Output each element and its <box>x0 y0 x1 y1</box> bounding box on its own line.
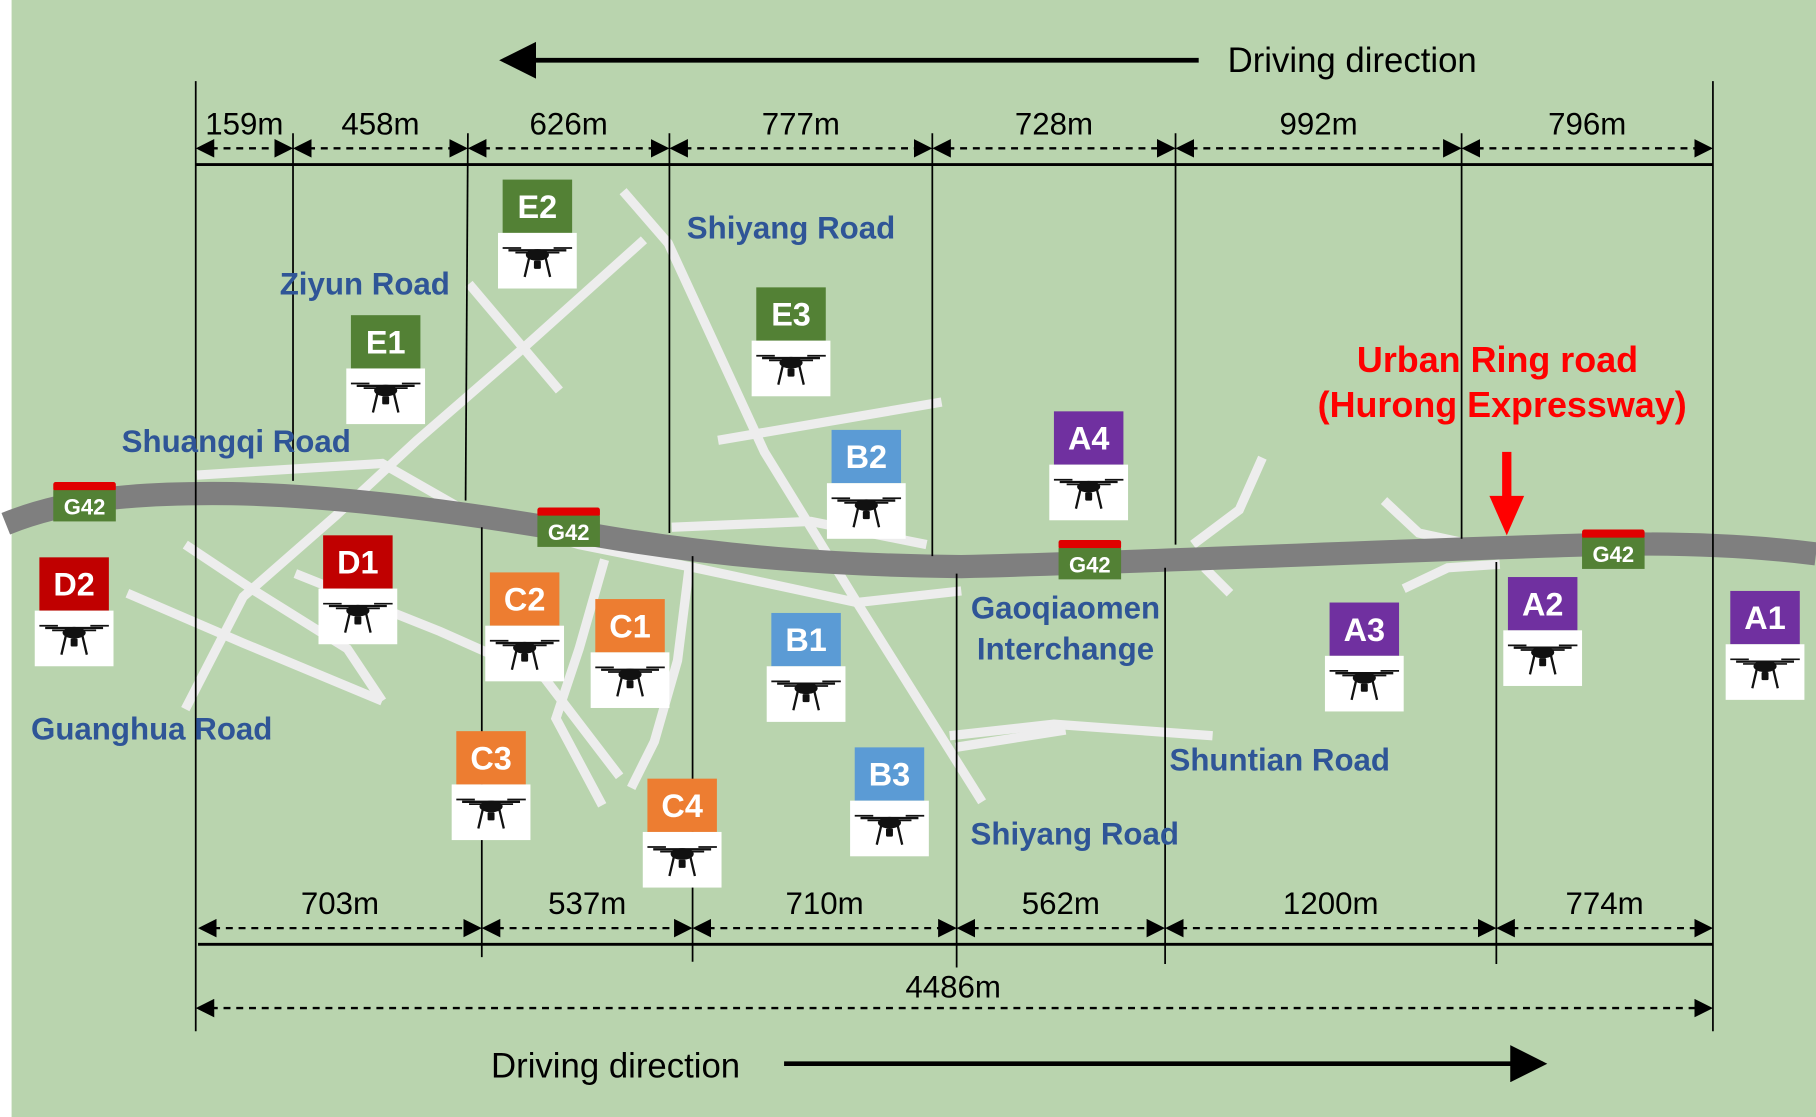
marker-label-box <box>647 778 717 832</box>
g42-sign: G42 <box>1058 539 1122 580</box>
marker-label: B3 <box>869 757 910 793</box>
marker-label: C4 <box>661 788 702 824</box>
red-down-arrow-icon <box>1489 451 1525 536</box>
marker-label-box <box>831 429 902 484</box>
drone-marker-c4: C4 <box>642 778 722 888</box>
drone-markers: E2 E1 E3 B2 A4 D1 D2 C2 C1 B1 C3 C4 B3 A3 A2 A1 <box>34 179 1805 888</box>
road-label-shuangqi: Shuangqi Road <box>122 424 351 459</box>
g42-signs: G42 G42 G42 G42 <box>53 482 1645 580</box>
marker-label: B1 <box>785 622 826 658</box>
marker-label: C1 <box>609 608 650 644</box>
marker-label: E1 <box>366 324 406 360</box>
drone-marker-b2: B2 <box>826 429 906 539</box>
road-label-shiyang-bottom: Shiyang Road <box>971 817 1179 852</box>
drone-marker-b3: B3 <box>850 747 929 857</box>
road-label-interchange: Interchange <box>977 631 1154 666</box>
marker-label-box <box>1507 577 1578 631</box>
segment-length: 458m <box>341 106 419 141</box>
top-direction-label: Driving direction <box>1228 42 1477 80</box>
drone-marker-a1: A1 <box>1725 590 1805 700</box>
marker-label: D1 <box>337 545 378 581</box>
g42-sign: G42 <box>1582 529 1645 569</box>
drone-marker-a2: A2 <box>1503 577 1583 686</box>
segment-length: 626m <box>530 106 608 141</box>
drone-marker-e1: E1 <box>346 315 426 425</box>
drone-marker-a3: A3 <box>1324 602 1404 712</box>
total-length: 4486m <box>905 970 1001 1005</box>
marker-label-box <box>595 599 665 653</box>
top-dimensions: 159m 458m 626m 777m 728m 992m 796m <box>195 106 1713 158</box>
svg-text:G42: G42 <box>548 520 590 545</box>
g42-sign: G42 <box>53 482 116 522</box>
hurong-expressway-label: (Hurong Expressway) <box>1318 384 1687 425</box>
road-label-ziyun: Ziyun Road <box>280 266 450 301</box>
drone-marker-d1: D1 <box>318 535 398 645</box>
marker-label: A1 <box>1744 600 1785 636</box>
segment-length: 992m <box>1279 106 1357 141</box>
bottom-dimensions: 703m 537m 710m 562m 1200m 774m <box>198 886 1713 938</box>
road-label-guanghua: Guanghua Road <box>31 711 272 746</box>
marker-label-box <box>350 315 421 369</box>
marker-label: E3 <box>771 297 811 333</box>
marker-label: A2 <box>1522 586 1563 622</box>
marker-label-box <box>39 557 109 611</box>
section-lines <box>194 81 1714 1032</box>
road-label-shiyang-top: Shiyang Road <box>687 211 895 246</box>
marker-label: A4 <box>1068 421 1109 457</box>
svg-text:G42: G42 <box>1593 542 1635 567</box>
segment-length: 728m <box>1015 106 1093 141</box>
marker-label: A3 <box>1344 612 1385 648</box>
segment-length: 1200m <box>1283 886 1379 921</box>
marker-label-box <box>854 747 925 801</box>
marker-label-box <box>1329 602 1400 656</box>
drone-marker-c2: C2 <box>485 572 565 682</box>
road-label-gaoqiaomen: Gaoqiaomen <box>971 591 1160 626</box>
segment-length: 796m <box>1548 106 1626 141</box>
marker-label-box <box>771 612 841 667</box>
marker-label-box <box>1053 411 1124 465</box>
segment-length: 562m <box>1022 886 1100 921</box>
marker-label-box <box>502 179 573 233</box>
marker-label-box <box>456 731 526 785</box>
marker-label-box <box>756 287 826 341</box>
drone-marker-a4: A4 <box>1049 411 1129 521</box>
marker-label: D2 <box>53 567 94 603</box>
marker-label: E2 <box>518 189 558 225</box>
segment-length: 710m <box>786 886 864 921</box>
marker-label: C3 <box>470 740 511 776</box>
marker-label-box <box>323 535 393 589</box>
bottom-direction-label: Driving direction <box>491 1048 740 1086</box>
marker-label: B2 <box>846 439 887 475</box>
svg-text:G42: G42 <box>64 494 106 519</box>
drone-marker-e2: E2 <box>498 179 577 289</box>
segment-length: 159m <box>205 106 283 141</box>
segment-length: 774m <box>1566 886 1644 921</box>
marker-label: C2 <box>504 582 545 618</box>
urban-ring-label: Urban Ring road <box>1357 339 1638 380</box>
drone-marker-e3: E3 <box>751 287 831 397</box>
segment-length: 703m <box>301 886 379 921</box>
drone-marker-c3: C3 <box>451 731 531 841</box>
road-label-shuntian: Shuntian Road <box>1169 743 1390 778</box>
segment-length: 537m <box>548 886 626 921</box>
drone-marker-c1: C1 <box>590 599 670 708</box>
drone-marker-b1: B1 <box>766 612 846 722</box>
g42-sign: G42 <box>537 507 600 547</box>
marker-label-box <box>489 572 560 626</box>
drone-marker-d2: D2 <box>34 557 114 667</box>
svg-text:G42: G42 <box>1069 552 1111 577</box>
marker-label-box <box>1730 590 1800 645</box>
segment-length: 777m <box>762 106 840 141</box>
